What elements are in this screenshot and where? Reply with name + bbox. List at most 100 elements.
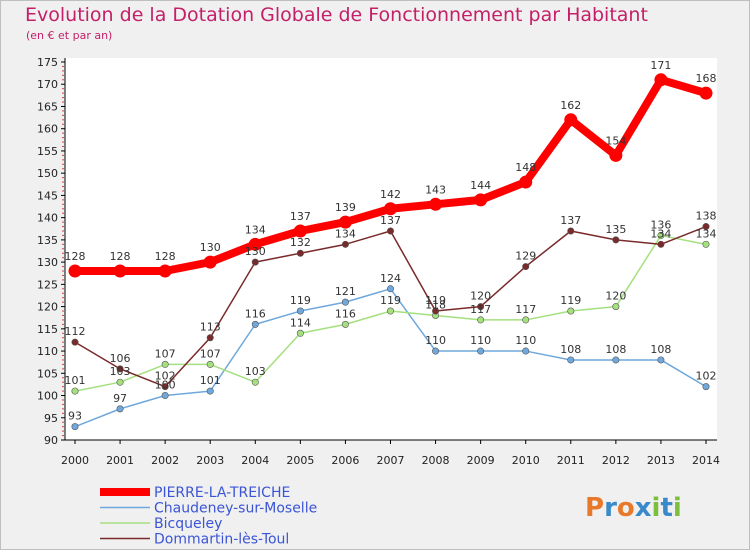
data-point (567, 356, 575, 364)
data-label: 129 (515, 250, 536, 263)
data-point (296, 249, 304, 257)
data-point (341, 240, 349, 248)
data-label: 134 (335, 227, 356, 240)
data-point (474, 193, 488, 207)
data-label: 128 (65, 250, 86, 263)
logo-letter: x (635, 493, 652, 523)
data-point (654, 73, 668, 87)
data-point (477, 316, 485, 324)
data-label: 119 (290, 294, 311, 307)
logo-letter: r (604, 493, 617, 523)
data-point (657, 356, 665, 364)
data-label: 130 (200, 241, 221, 254)
data-label: 139 (335, 201, 356, 214)
data-point (251, 258, 259, 266)
x-tick-label: 2010 (512, 454, 540, 467)
data-point (293, 224, 307, 238)
data-label: 106 (110, 352, 131, 365)
data-label: 110 (425, 334, 446, 347)
legend: PIERRE-LA-TREICHEChaudeney-sur-MoselleBi… (100, 485, 317, 548)
x-tick-label: 2009 (467, 454, 495, 467)
data-label: 134 (650, 227, 671, 240)
data-point (564, 113, 578, 127)
legend-label: Dommartin-lès-Toul (154, 532, 289, 548)
data-point (203, 255, 217, 269)
data-label: 135 (605, 223, 626, 236)
y-tick-label: 100 (37, 390, 58, 403)
data-point (116, 365, 124, 373)
data-point (612, 356, 620, 364)
legend-label: Chaudeney-sur-Moselle (154, 501, 317, 517)
data-point (699, 86, 713, 100)
data-point (612, 303, 620, 311)
data-point (161, 360, 169, 368)
data-point (158, 264, 172, 278)
series-2 (71, 231, 710, 395)
data-point (251, 378, 259, 386)
y-tick-label: 170 (37, 78, 58, 91)
data-label: 112 (65, 325, 86, 338)
data-point (384, 202, 397, 216)
y-tick-label: 90 (44, 434, 58, 447)
data-label: 128 (110, 250, 131, 263)
x-tick-label: 2000 (61, 454, 89, 467)
data-point (386, 307, 394, 315)
data-label: 171 (650, 59, 671, 72)
data-label: 138 (696, 210, 717, 223)
x-tick-label: 2004 (241, 454, 269, 467)
logo-letter: i (673, 493, 682, 523)
data-label: 154 (605, 134, 626, 147)
chart-subtitle: (en € et par an) (26, 29, 113, 42)
data-label: 134 (696, 227, 717, 240)
data-point (609, 148, 623, 162)
series-3 (71, 223, 710, 391)
data-point (702, 240, 710, 248)
data-point (341, 298, 349, 306)
y-tick-label: 125 (37, 278, 58, 291)
data-label: 103 (110, 365, 131, 378)
logo-letter: o (617, 493, 635, 523)
data-point (567, 307, 575, 315)
y-tick-label: 140 (37, 212, 58, 225)
data-point (657, 231, 665, 239)
y-tick-label: 175 (37, 56, 58, 69)
series-0 (68, 73, 713, 278)
data-label: 108 (560, 343, 581, 356)
data-label: 148 (515, 161, 536, 174)
logo-letter: P (585, 493, 604, 523)
data-point (161, 383, 169, 391)
y-tick-label: 110 (37, 345, 58, 358)
data-label: 168 (696, 72, 717, 85)
data-label: 97 (113, 392, 127, 405)
data-point (432, 307, 440, 315)
data-point (522, 316, 530, 324)
logo-letter: i (652, 493, 661, 523)
data-label: 130 (245, 245, 266, 258)
x-tick-label: 2001 (106, 454, 134, 467)
data-point (68, 264, 82, 278)
data-point (657, 240, 665, 248)
x-tick-label: 2007 (377, 454, 405, 467)
x-tick-label: 2012 (602, 454, 630, 467)
data-label: 120 (470, 290, 491, 303)
data-point (522, 263, 530, 271)
x-tick-label: 2013 (647, 454, 675, 467)
legend-label: PIERRE-LA-TREICHE (154, 485, 290, 501)
logo-letter: t (660, 493, 672, 523)
x-tick-label: 2011 (557, 454, 585, 467)
data-point (296, 307, 304, 315)
data-point (206, 387, 214, 395)
x-tick-label: 2003 (196, 454, 224, 467)
data-label: 144 (470, 179, 491, 192)
data-point (116, 405, 124, 413)
data-point (113, 264, 127, 278)
data-label: 101 (200, 374, 221, 387)
data-label: 116 (245, 307, 266, 320)
y-tick-label: 155 (37, 145, 58, 158)
chart-title: Evolution de la Dotation Globale de Fonc… (25, 4, 648, 26)
series-layer (68, 73, 713, 431)
data-label: 142 (380, 188, 401, 201)
data-label: 103 (245, 365, 266, 378)
data-label: 118 (425, 298, 446, 311)
